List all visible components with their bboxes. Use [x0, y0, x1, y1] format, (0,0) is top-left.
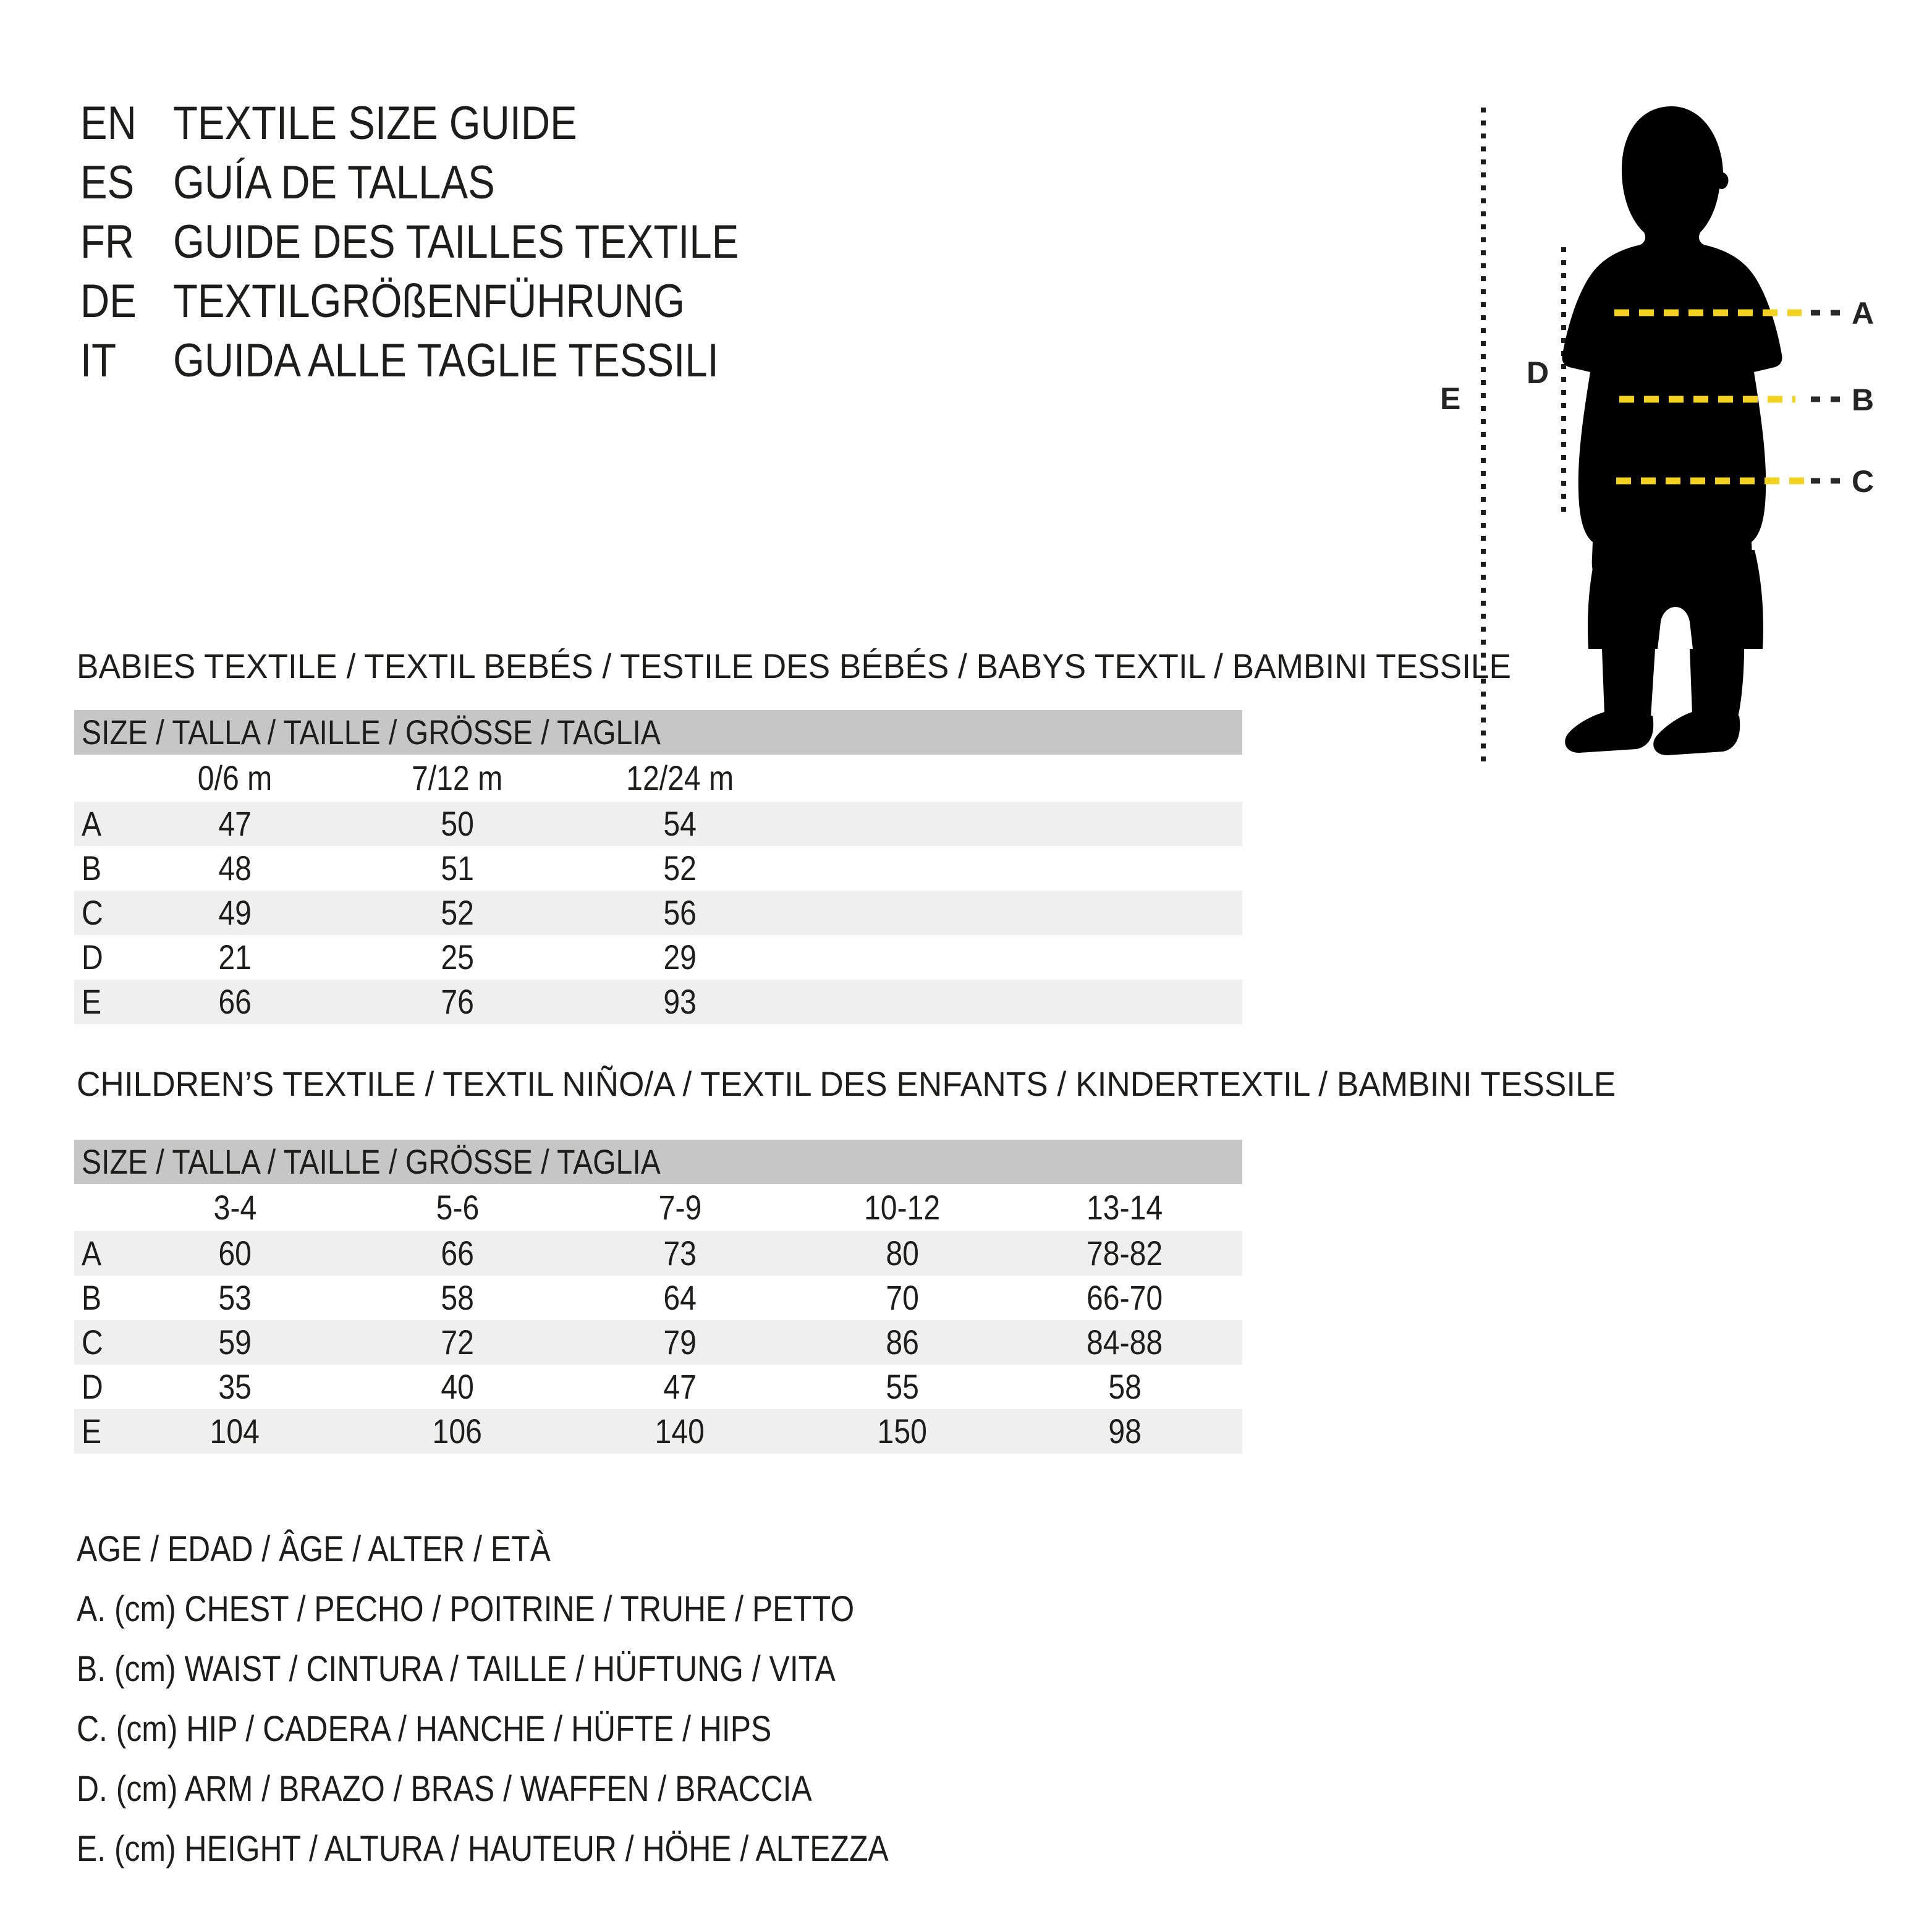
babies-section-title: BABIES TEXTILE / TEXTIL BEBÉS / TESTILE … [77, 646, 1511, 685]
babies-column-header-row: 0/6 m 7/12 m 12/24 m [74, 755, 1242, 802]
row-label: B [82, 849, 102, 888]
table-row: B 48 51 52 [74, 846, 1242, 891]
header-row-en: EN TEXTILE SIZE GUIDE [80, 94, 831, 153]
row-label: B [82, 1278, 102, 1317]
title-en: TEXTILE SIZE GUIDE [173, 97, 577, 150]
table-row: B 53 58 64 70 66-70 [74, 1276, 1242, 1320]
babies-col-2: 12/24 m [625, 758, 734, 797]
table-row: E 66 76 93 [74, 980, 1242, 1024]
table-row: A 60 66 73 80 78-82 [74, 1231, 1242, 1276]
title-de: TEXTILGRÖßENFÜHRUNG [173, 275, 685, 328]
lang-code-es: ES [80, 156, 135, 209]
legend-b-waist: B. (cm) WAIST / CINTURA / TAILLE / HÜFTU… [77, 1649, 836, 1689]
measurement-figure: A B C D E [1440, 93, 1910, 785]
babies-size-header-label: SIZE / TALLA / TAILLE / GRÖSSE / TAGLIA [82, 713, 661, 752]
header-row-it: IT GUIDA ALLE TAGLIE TESSILI [80, 331, 831, 391]
row-label: C [82, 893, 103, 932]
children-col-4: 13-14 [1087, 1188, 1163, 1227]
babies-table-header-bar: SIZE / TALLA / TAILLE / GRÖSSE / TAGLIA [74, 710, 1242, 755]
babies-col-1: 7/12 m [412, 758, 503, 797]
row-label: D [82, 1367, 103, 1406]
children-size-header-label: SIZE / TALLA / TAILLE / GRÖSSE / TAGLIA [82, 1142, 661, 1181]
legend-a-chest: A. (cm) CHEST / PECHO / POITRINE / TRUHE… [77, 1589, 855, 1629]
child-measurement-diagram: A B C D E [1440, 106, 1874, 769]
legend-age: AGE / EDAD / ÂGE / ALTER / ETÀ [77, 1529, 551, 1569]
figure-label-d: D [1527, 355, 1549, 390]
children-col-3: 10-12 [864, 1188, 941, 1227]
child-silhouette-icon [1562, 106, 1782, 755]
children-col-2: 7-9 [658, 1188, 701, 1227]
row-label: D [82, 938, 103, 977]
legend-e-height: E. (cm) HEIGHT / ALTURA / HAUTEUR / HÖHE… [77, 1829, 889, 1869]
babies-col-0: 0/6 m [197, 758, 273, 797]
figure-label-a: A [1852, 296, 1874, 331]
measurement-legend: AGE / EDAD / ÂGE / ALTER / ETÀ A. (cm) C… [77, 1519, 1021, 1879]
children-table-header-bar: SIZE / TALLA / TAILLE / GRÖSSE / TAGLIA [74, 1140, 1242, 1184]
lang-code-en: EN [80, 97, 137, 150]
table-row: E 104 106 140 150 98 [74, 1409, 1242, 1454]
figure-label-e: E [1440, 381, 1460, 416]
title-fr: GUIDE DES TAILLES TEXTILE [173, 216, 739, 268]
children-section-title: CHILDREN’S TEXTILE / TEXTIL NIÑO/A / TEX… [77, 1064, 1616, 1103]
lang-code-it: IT [80, 334, 117, 387]
table-row: D 21 25 29 [74, 935, 1242, 980]
language-header: EN TEXTILE SIZE GUIDE ES GUÍA DE TALLAS … [80, 94, 831, 391]
lang-code-fr: FR [80, 216, 135, 268]
header-row-de: DE TEXTILGRÖßENFÜHRUNG [80, 272, 831, 331]
babies-size-table: SIZE / TALLA / TAILLE / GRÖSSE / TAGLIA … [74, 710, 1242, 1024]
table-row: D 35 40 47 55 58 [74, 1365, 1242, 1409]
legend-d-arm: D. (cm) ARM / BRAZO / BRAS / WAFFEN / BR… [77, 1769, 812, 1809]
row-label: C [82, 1323, 103, 1362]
figure-label-c: C [1852, 464, 1874, 499]
header-row-fr: FR GUIDE DES TAILLES TEXTILE [80, 213, 831, 272]
row-label: A [82, 804, 102, 843]
title-it: GUIDA ALLE TAGLIE TESSILI [173, 334, 719, 387]
children-col-1: 5-6 [436, 1188, 479, 1227]
children-size-table: SIZE / TALLA / TAILLE / GRÖSSE / TAGLIA … [74, 1140, 1242, 1454]
row-label: A [82, 1234, 102, 1273]
title-es: GUÍA DE TALLAS [173, 156, 495, 209]
children-col-0: 3-4 [213, 1188, 256, 1227]
row-label: E [82, 1412, 102, 1451]
lang-code-de: DE [80, 275, 137, 328]
table-row: C 59 72 79 86 84-88 [74, 1320, 1242, 1365]
figure-label-b: B [1852, 383, 1874, 417]
legend-c-hip: C. (cm) HIP / CADERA / HANCHE / HÜFTE / … [77, 1709, 772, 1749]
table-row: A 47 50 54 [74, 802, 1242, 846]
header-row-es: ES GUÍA DE TALLAS [80, 153, 831, 213]
row-label: E [82, 982, 102, 1021]
table-row: C 49 52 56 [74, 891, 1242, 935]
children-column-header-row: 3-4 5-6 7-9 10-12 13-14 [74, 1184, 1242, 1231]
